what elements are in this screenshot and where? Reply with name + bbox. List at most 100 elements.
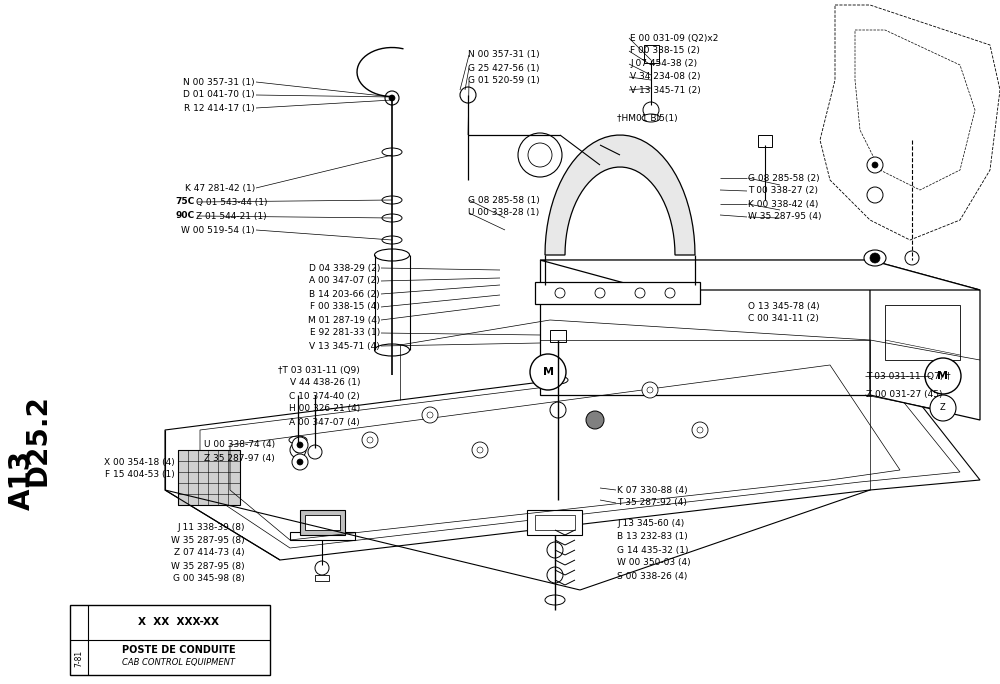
Text: E 00 031-09 (Q2)x2: E 00 031-09 (Q2)x2 [630, 34, 718, 42]
Circle shape [472, 442, 488, 458]
Text: T 35 287-92 (4): T 35 287-92 (4) [617, 499, 687, 508]
Text: G 08 285-58 (2): G 08 285-58 (2) [748, 174, 820, 183]
Text: Z 00 031-27 (45): Z 00 031-27 (45) [866, 391, 942, 399]
Polygon shape [545, 135, 695, 255]
Text: M: M [938, 371, 948, 381]
Text: W 00 519-54 (1): W 00 519-54 (1) [181, 226, 255, 235]
Circle shape [477, 447, 483, 453]
Text: †T 03 031-11 (Q9): †T 03 031-11 (Q9) [278, 365, 360, 375]
Bar [535, 515, 575, 530]
Ellipse shape [382, 214, 402, 222]
Circle shape [872, 162, 878, 168]
Bar [315, 575, 329, 581]
Text: Q 01 543-44 (1): Q 01 543-44 (1) [196, 198, 268, 207]
Circle shape [528, 143, 552, 167]
Circle shape [427, 412, 433, 418]
Text: W 35 287-95 (8): W 35 287-95 (8) [171, 562, 245, 570]
Circle shape [550, 402, 566, 418]
Bar [535, 282, 700, 304]
Text: G 00 345-98 (8): G 00 345-98 (8) [173, 575, 245, 583]
Circle shape [297, 459, 303, 465]
Text: 90C: 90C [176, 211, 195, 220]
Circle shape [422, 407, 438, 423]
Circle shape [308, 445, 322, 459]
Text: V 13 345-71 (2): V 13 345-71 (2) [630, 86, 701, 94]
Text: V 34 234-08 (2): V 34 234-08 (2) [630, 73, 700, 81]
Circle shape [697, 427, 703, 433]
Text: G 01 520-59 (1): G 01 520-59 (1) [468, 77, 540, 86]
Text: POSTE DE CONDUITE: POSTE DE CONDUITE [122, 645, 236, 655]
Text: A 00 347-07 (4): A 00 347-07 (4) [289, 417, 360, 427]
Text: D25.2: D25.2 [24, 394, 52, 486]
Circle shape [290, 442, 306, 458]
Text: 75C: 75C [176, 198, 195, 207]
Ellipse shape [382, 148, 402, 156]
Circle shape [905, 251, 919, 265]
Circle shape [642, 382, 658, 398]
Text: C 00 341-11 (2): C 00 341-11 (2) [748, 315, 819, 324]
Bar [300, 510, 345, 535]
Text: G 25 427-56 (1): G 25 427-56 (1) [468, 64, 540, 73]
Circle shape [870, 253, 880, 263]
Text: S 00 338-26 (4): S 00 338-26 (4) [617, 572, 687, 581]
Text: F 15 404-53 (1): F 15 404-53 (1) [105, 471, 175, 479]
Circle shape [315, 561, 329, 575]
Text: 7-81: 7-81 [74, 649, 84, 667]
Circle shape [867, 187, 883, 203]
Text: V 13 345-71 (4): V 13 345-71 (4) [309, 341, 380, 350]
Text: J 07 454-38 (2): J 07 454-38 (2) [630, 60, 697, 68]
Ellipse shape [374, 249, 410, 261]
Text: F 00 338-15 (2): F 00 338-15 (2) [630, 47, 700, 55]
Text: W 35 287-95 (4): W 35 287-95 (4) [748, 213, 822, 222]
Text: †HM01 BI5(1): †HM01 BI5(1) [617, 114, 678, 122]
Bar [885, 305, 960, 360]
Text: F 00 338-15 (4): F 00 338-15 (4) [310, 302, 380, 311]
Text: N 00 357-31 (1): N 00 357-31 (1) [468, 51, 540, 60]
Ellipse shape [545, 595, 565, 605]
Text: H 00 326-21 (4): H 00 326-21 (4) [289, 404, 360, 414]
Circle shape [295, 447, 301, 453]
Text: J 11 338-39 (8): J 11 338-39 (8) [178, 523, 245, 531]
Ellipse shape [289, 436, 307, 444]
Text: CAB CONTROL EQUIPMENT: CAB CONTROL EQUIPMENT [122, 659, 236, 668]
Circle shape [460, 87, 476, 103]
Polygon shape [540, 260, 980, 290]
Circle shape [643, 102, 659, 118]
Bar [550, 330, 566, 342]
Circle shape [362, 432, 378, 448]
Ellipse shape [642, 114, 660, 122]
Text: D 04 338-29 (2): D 04 338-29 (2) [309, 263, 380, 272]
Polygon shape [870, 260, 980, 420]
Text: T 03 031-11 (Q7) †: T 03 031-11 (Q7) † [866, 371, 951, 380]
Circle shape [555, 288, 565, 298]
Bar [758, 135, 772, 147]
Circle shape [930, 395, 956, 421]
Circle shape [665, 288, 675, 298]
Text: G 08 285-58 (1): G 08 285-58 (1) [468, 196, 540, 205]
Ellipse shape [382, 236, 402, 244]
Circle shape [292, 454, 308, 470]
Text: Z 35 287-97 (4): Z 35 287-97 (4) [204, 453, 275, 462]
Bar [178, 450, 240, 505]
Text: X  XX  XXX-XX: X XX XXX-XX [138, 617, 220, 627]
Ellipse shape [864, 250, 886, 266]
Text: K 00 338-42 (4): K 00 338-42 (4) [748, 200, 818, 209]
Bar [527, 510, 582, 535]
Text: U 00 338-28 (1): U 00 338-28 (1) [468, 209, 539, 218]
Circle shape [925, 358, 961, 394]
Circle shape [547, 567, 563, 583]
Text: B 13 232-83 (1): B 13 232-83 (1) [617, 533, 688, 542]
Bar [644, 45, 659, 63]
Circle shape [647, 387, 653, 393]
Circle shape [595, 288, 605, 298]
Text: A 00 347-07 (2): A 00 347-07 (2) [309, 276, 380, 285]
Text: N 00 357-31 (1): N 00 357-31 (1) [183, 77, 255, 86]
Text: E 92 281-33 (1): E 92 281-33 (1) [310, 328, 380, 337]
Text: Z 01 544-21 (1): Z 01 544-21 (1) [196, 211, 267, 220]
Text: M 01 287-19 (4): M 01 287-19 (4) [308, 315, 380, 324]
Text: X 00 354-18 (4): X 00 354-18 (4) [104, 458, 175, 466]
Text: G 14 435-32 (1): G 14 435-32 (1) [617, 546, 688, 555]
Bar [70, 605, 270, 675]
Text: B 14 203-66 (2): B 14 203-66 (2) [309, 289, 380, 298]
Ellipse shape [548, 376, 568, 384]
